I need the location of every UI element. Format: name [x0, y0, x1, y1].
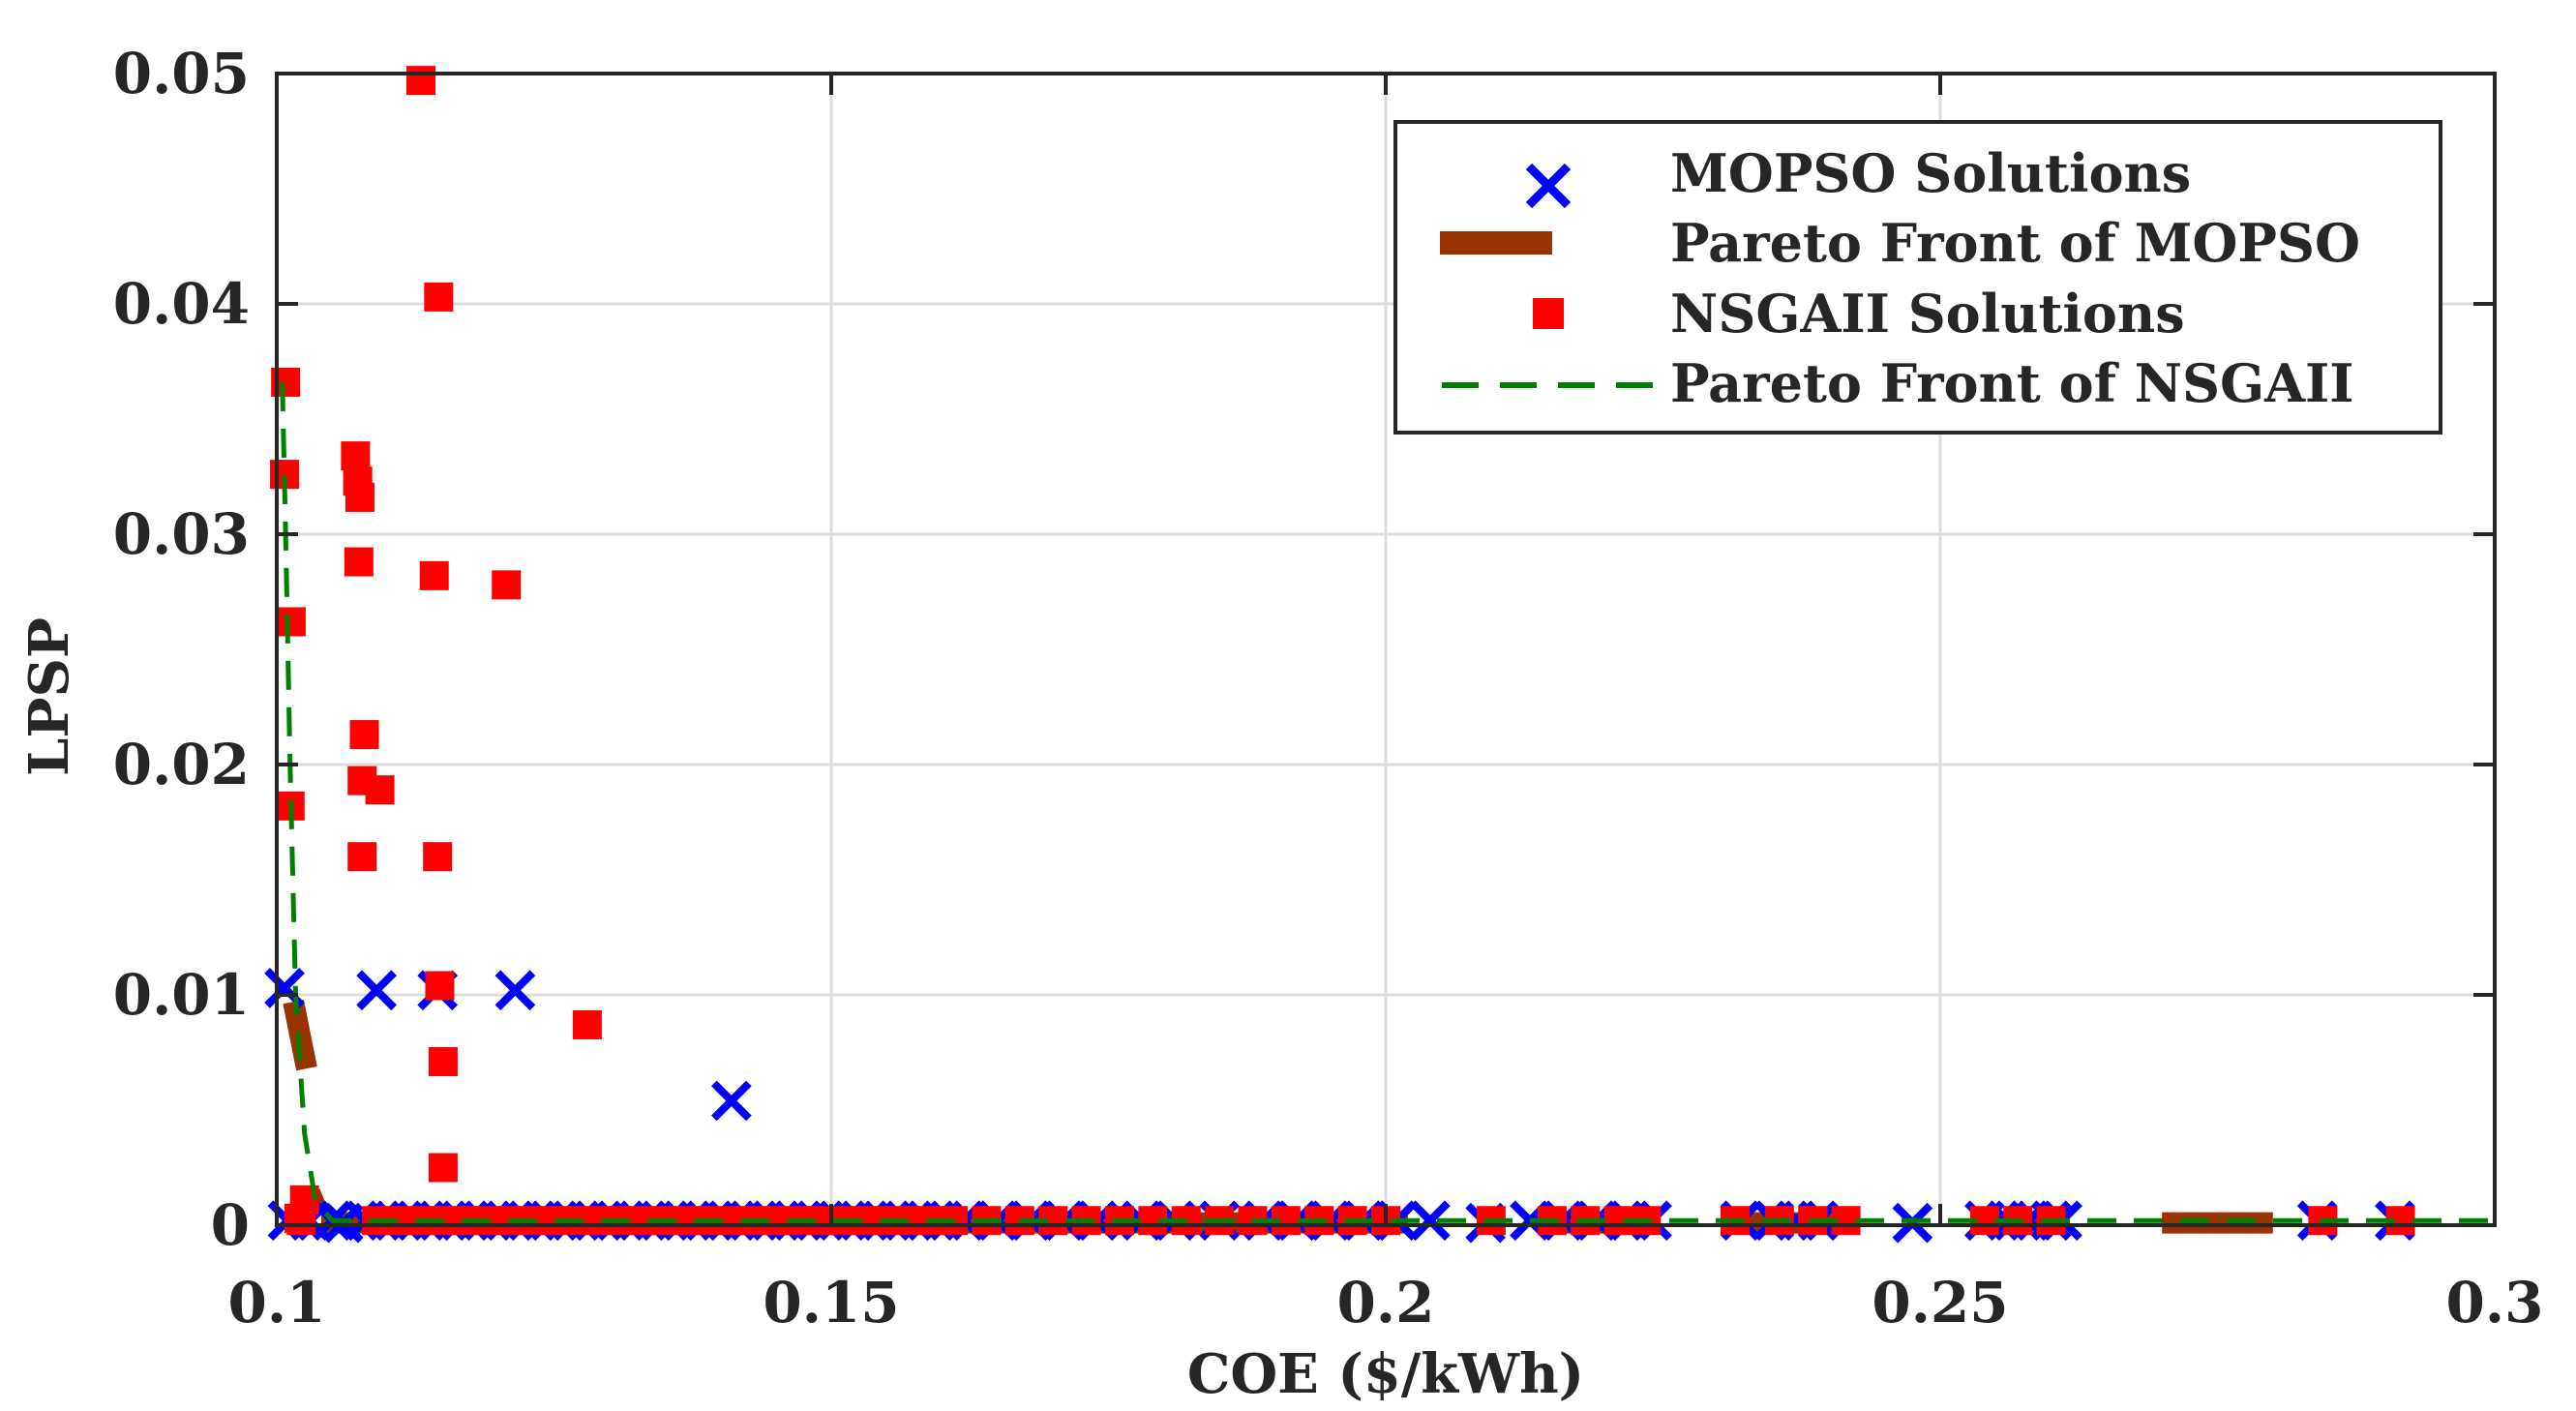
legend-marker-x	[1525, 163, 1572, 209]
x-tick-label: 0.3	[2446, 1270, 2544, 1336]
mopso-point	[1410, 1200, 1451, 1242]
nsgaii-point	[349, 720, 379, 750]
nsgaii-point	[284, 1203, 314, 1233]
nsgaii-point	[425, 971, 455, 1001]
y-tick-label: 0.04	[113, 271, 250, 337]
legend-entry-pareto-mopso: Pareto Front of MOPSO	[1440, 212, 2360, 274]
y-tick-label: 0.02	[113, 732, 250, 797]
x-tick-label: 0.1	[228, 1270, 326, 1336]
tick-labels: 0.1 0.15 0.2 0.25 0.3 0 0.01 0.02 0.03 0.04 0.05	[113, 41, 2544, 1336]
nsgaii-point	[276, 607, 306, 637]
nsgaii-point	[344, 547, 374, 577]
x-tick-label: 0.2	[1337, 1270, 1435, 1336]
mopso-point	[711, 1080, 752, 1122]
mopso-point	[356, 970, 397, 1011]
legend-x-glyph	[1525, 163, 1572, 209]
legend-label: MOPSO Solutions	[1670, 142, 2191, 204]
nsgaii-point	[365, 775, 395, 805]
nsgaii-point	[344, 482, 374, 512]
nsgaii-point	[428, 1047, 458, 1077]
y-axis-label: LPSP	[17, 617, 81, 776]
y-tick-label: 0.05	[113, 41, 250, 106]
legend-label: Pareto Front of NSGAII	[1670, 352, 2354, 414]
legend-entry-nsgaii-solutions: NSGAII Solutions	[1533, 283, 2185, 345]
nsgaii-point	[428, 1153, 458, 1183]
nsgaii-point	[419, 560, 449, 590]
legend-label: Pareto Front of MOPSO	[1670, 212, 2360, 274]
legend-entry-mopso-solutions: MOPSO Solutions	[1525, 142, 2191, 209]
mopso-point	[494, 970, 536, 1011]
nsgaii-point	[572, 1009, 602, 1039]
y-tick-label: 0.03	[113, 501, 250, 567]
axis-ticks	[275, 72, 2497, 1227]
nsgaii-point	[405, 66, 435, 96]
y-tick-label: 0.01	[113, 962, 250, 1028]
x-tick-label: 0.25	[1872, 1270, 2008, 1336]
legend-box	[1393, 120, 2442, 435]
pareto-nsgaii-line	[280, 381, 2495, 1223]
legend: MOPSO Solutions Pareto Front of MOPSO NS…	[1393, 120, 2442, 435]
x-axis-label: COE ($/kWh)	[1187, 1342, 1584, 1406]
nsgaii-point	[492, 570, 522, 600]
legend-marker-square	[1533, 298, 1564, 329]
legend-square-glyph	[1533, 298, 1564, 329]
nsgaii-point	[347, 842, 377, 872]
legend-label: NSGAII Solutions	[1670, 283, 2185, 345]
y-tick-label: 0	[211, 1192, 250, 1258]
nsgaii-point	[341, 441, 371, 471]
legend-entry-pareto-nsgaii: Pareto Front of NSGAII	[1442, 352, 2354, 414]
x-tick-label: 0.15	[763, 1270, 899, 1336]
nsgaii-point	[423, 842, 453, 872]
nsgaii-point	[424, 282, 454, 312]
